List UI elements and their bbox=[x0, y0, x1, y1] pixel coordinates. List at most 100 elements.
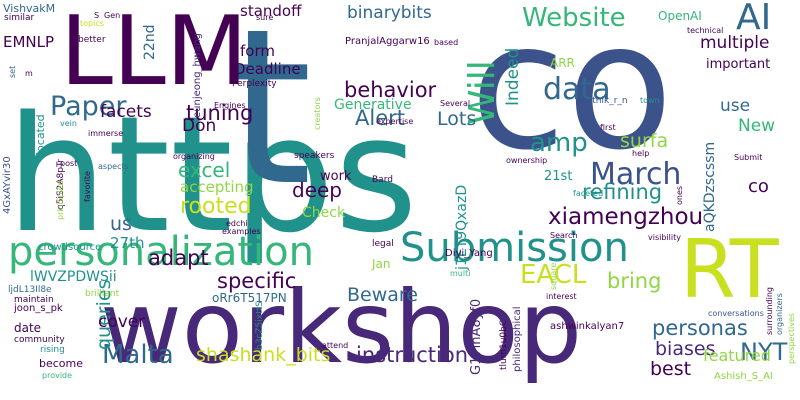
word-gen: Gen bbox=[104, 11, 121, 20]
word-paper: Paper bbox=[50, 91, 127, 122]
word-diyi-yang: Diyi_Yang bbox=[445, 248, 493, 259]
word-ljdl13il8e: ljdL13Il8e bbox=[8, 285, 52, 295]
word-facets: facets bbox=[100, 102, 152, 122]
word-engines: Engines bbox=[214, 101, 246, 110]
word-refining: refining bbox=[582, 180, 663, 204]
word-bard: Bard bbox=[372, 175, 393, 185]
word-brilliant: brilliant bbox=[85, 289, 120, 299]
word-square: square bbox=[549, 262, 558, 290]
word-march: March bbox=[590, 157, 682, 192]
word-speakers: speakers bbox=[294, 151, 335, 161]
word-cover: cover bbox=[98, 312, 146, 332]
word-karthik-r-n: karthik_r_n bbox=[578, 96, 628, 106]
word-submission: Submission bbox=[400, 225, 629, 271]
word-biases: biases bbox=[655, 338, 716, 360]
word-malta: Malta bbox=[102, 340, 174, 370]
word-instruction: instruction bbox=[356, 343, 469, 367]
word-ashwinkalyan7: ashwinkalyan7 bbox=[550, 321, 625, 332]
word-several: Several bbox=[440, 99, 471, 108]
word-check: Check bbox=[302, 205, 346, 221]
word-co-small: co bbox=[748, 176, 769, 197]
word-22nd: 22nd bbox=[142, 24, 158, 60]
word-visibility: visibility bbox=[648, 233, 681, 242]
word-binarybits: binarybits bbox=[347, 3, 432, 23]
word-generative: Generative bbox=[334, 97, 412, 113]
word-sure: sure bbox=[256, 13, 274, 22]
word-m: m bbox=[25, 69, 33, 78]
word-alert: Alert bbox=[355, 106, 405, 130]
word-date: date bbox=[14, 321, 42, 335]
word-tlurn1u0bc: tlurn1u0bC bbox=[499, 319, 509, 370]
word-legal: legal bbox=[372, 239, 394, 249]
word-eacl: EACL bbox=[520, 260, 587, 290]
word-organizers: organizers bbox=[775, 293, 784, 335]
word-indeed: Indeed bbox=[503, 47, 523, 106]
word-pranjalaggarw16: PranjalAggarw16 bbox=[345, 36, 430, 47]
word-interest: interest bbox=[546, 292, 577, 301]
word-eunjeong-hwang: eunjeong_hwang bbox=[192, 33, 203, 118]
word-help: help bbox=[632, 149, 650, 158]
word-perspectives: perspectives bbox=[787, 312, 796, 364]
word-based: based bbox=[434, 38, 459, 47]
word-us: us bbox=[110, 213, 132, 235]
word-behavior: behavior bbox=[344, 78, 437, 102]
word-bring: bring bbox=[607, 269, 662, 293]
word-aspects: aspects bbox=[98, 162, 129, 171]
word-topics: topics bbox=[80, 19, 104, 28]
word-post: post bbox=[60, 159, 78, 168]
word-use: use bbox=[720, 96, 751, 116]
word-located: located bbox=[34, 114, 47, 155]
word-t: t bbox=[228, 0, 313, 233]
word-expertise: expertise bbox=[376, 117, 414, 126]
word-lwvzpdwsii: lWVZPDWSii bbox=[30, 269, 117, 285]
word-tuning: tuning bbox=[186, 101, 254, 125]
word-arr: ARR bbox=[550, 56, 575, 70]
word-co: co bbox=[470, 0, 674, 189]
word-multi: multi bbox=[450, 269, 471, 278]
word-openai: OpenAI bbox=[658, 9, 702, 23]
word-website: Website bbox=[522, 3, 626, 33]
word-form: form bbox=[240, 42, 275, 60]
word-personas: personas bbox=[652, 316, 748, 340]
word-submit: Submit bbox=[734, 153, 763, 162]
word-featured: featured bbox=[703, 346, 771, 365]
word-excel: excel bbox=[178, 158, 231, 182]
word-perplexity: Perplexity bbox=[232, 79, 277, 89]
word-town: town bbox=[640, 96, 660, 105]
word-attend: attend bbox=[322, 341, 349, 350]
word-community: community bbox=[14, 335, 65, 345]
word-4gxayvir30: 4GxAYvir30 bbox=[2, 156, 13, 214]
word-workshop: workshop bbox=[100, 269, 583, 386]
word-rising: rising bbox=[40, 345, 65, 355]
word-beware: Beware bbox=[347, 284, 418, 306]
word-don: Don bbox=[182, 116, 217, 136]
word-conversations: conversations bbox=[708, 309, 764, 318]
word-new: New bbox=[738, 116, 776, 136]
word-ownership: ownership bbox=[506, 156, 548, 165]
word-vishvakm: VishvakM bbox=[3, 2, 56, 15]
word-shashank-bits: shashank_bits bbox=[196, 344, 331, 366]
word-immerse: immerse bbox=[88, 129, 124, 138]
word-specific: specific bbox=[217, 269, 297, 293]
word-search: Search bbox=[550, 231, 578, 240]
word-multiple: multiple bbox=[700, 33, 770, 53]
word-deadline: Deadline bbox=[234, 60, 301, 78]
word-important: important bbox=[706, 57, 771, 72]
word-rt: RT bbox=[680, 223, 779, 316]
word-orr6t517pn: oRr6T517PN bbox=[212, 291, 287, 305]
word-llm: LLM bbox=[60, 0, 248, 107]
word-21st: 21st bbox=[544, 169, 573, 184]
word-examples: examples bbox=[222, 227, 261, 236]
word-set: set bbox=[8, 65, 17, 78]
word-https: https bbox=[6, 81, 418, 268]
word-technical: technical bbox=[687, 26, 724, 35]
word-accepting: accepting bbox=[180, 178, 254, 196]
word-27th: 27th bbox=[110, 234, 145, 252]
word-philosophical: philosophical bbox=[512, 306, 523, 372]
word-edchi: edchi bbox=[226, 219, 248, 228]
word-jan: Jan bbox=[372, 257, 391, 271]
word-lots: Lots bbox=[437, 108, 477, 130]
word-xiamengzhou: xiamengzhou bbox=[548, 204, 704, 230]
word-adapt: adapt bbox=[148, 246, 209, 270]
